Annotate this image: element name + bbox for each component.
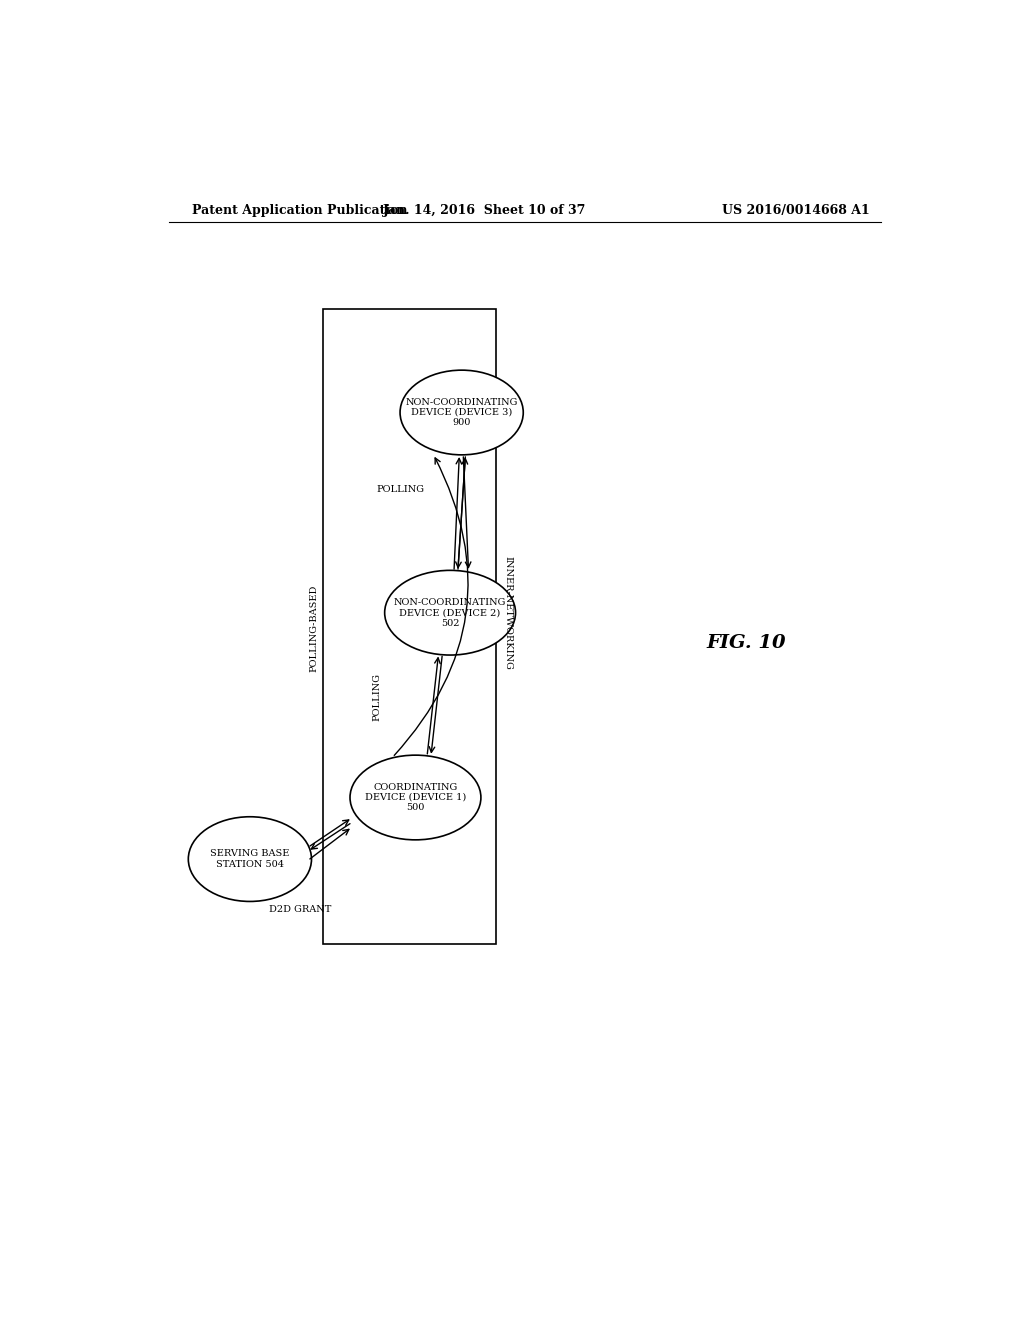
Text: POLLING-BASED: POLLING-BASED [309, 585, 318, 672]
Text: US 2016/0014668 A1: US 2016/0014668 A1 [722, 205, 869, 218]
Text: NON-COORDINATING
DEVICE (DEVICE 3)
900: NON-COORDINATING DEVICE (DEVICE 3) 900 [406, 397, 518, 428]
Text: D2D GRANT: D2D GRANT [268, 904, 331, 913]
Text: POLLING: POLLING [376, 484, 424, 494]
Text: POLLING: POLLING [373, 673, 382, 722]
Text: SERVING BASE
STATION 504: SERVING BASE STATION 504 [210, 849, 290, 869]
Text: NON-COORDINATING
DEVICE (DEVICE 2)
502: NON-COORDINATING DEVICE (DEVICE 2) 502 [394, 598, 506, 627]
Ellipse shape [188, 817, 311, 902]
Ellipse shape [400, 370, 523, 455]
Ellipse shape [385, 570, 515, 655]
Text: FIG. 10: FIG. 10 [707, 635, 786, 652]
Bar [323, 309, 497, 944]
Text: COORDINATING
DEVICE (DEVICE 1)
500: COORDINATING DEVICE (DEVICE 1) 500 [365, 783, 466, 812]
Ellipse shape [350, 755, 481, 840]
Text: INNER-NETWORKING: INNER-NETWORKING [504, 556, 512, 669]
Text: Jan. 14, 2016  Sheet 10 of 37: Jan. 14, 2016 Sheet 10 of 37 [383, 205, 587, 218]
Text: Patent Application Publication: Patent Application Publication [193, 205, 408, 218]
